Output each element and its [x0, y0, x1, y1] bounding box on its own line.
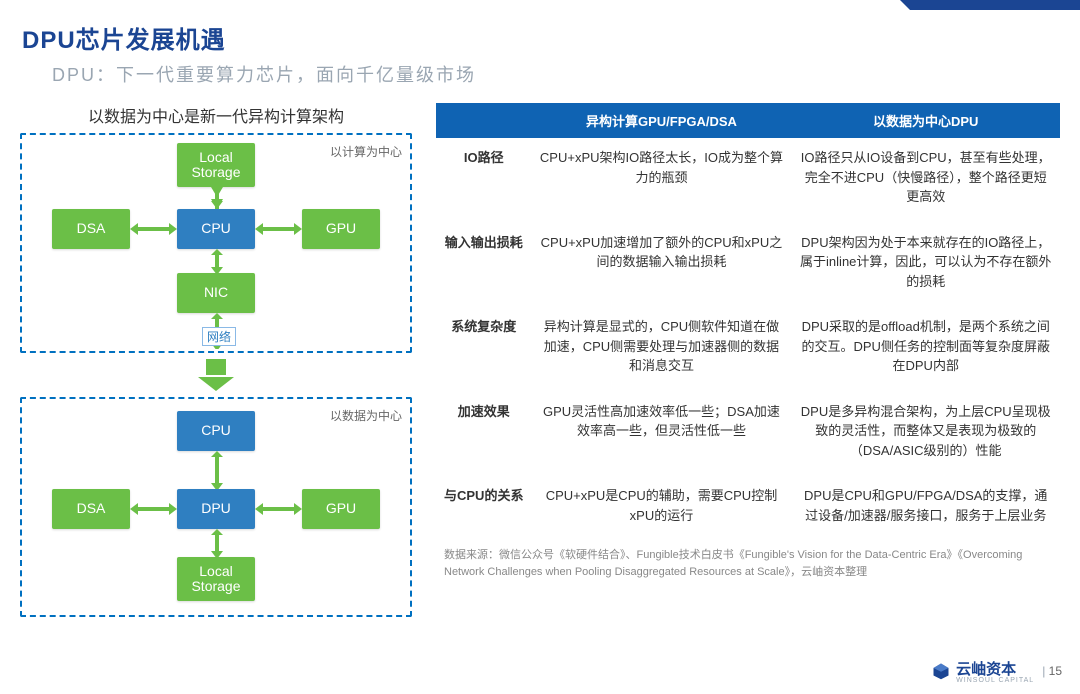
cell: GPU灵活性高加速效率低一些；DSA加速效率高一些，但灵活性低一些 — [531, 392, 791, 477]
cell: DPU是多异构混合架构，为上层CPU呈现极致的灵活性，而整体又是表现为极致的（D… — [791, 392, 1060, 477]
th-blank — [436, 103, 531, 138]
table-row: 系统复杂度 异构计算是显式的，CPU侧软件知道在做加速，CPU侧需要处理与加速器… — [436, 307, 1060, 392]
cell: CPU+xPU加速增加了额外的CPU和xPU之间的数据输入输出损耗 — [531, 223, 791, 308]
th-hetero: 异构计算GPU/FPGA/DSA — [531, 103, 791, 138]
node-local-storage: Local Storage — [177, 557, 255, 601]
logo-icon — [932, 662, 950, 680]
arrow-v-icon — [211, 249, 223, 273]
diagram-compute-centric: 以计算为中心 Local Storage CPU DSA GPU NIC 网络 — [20, 133, 412, 353]
arrow-h-icon — [255, 223, 302, 235]
transition-arrow-icon — [20, 359, 412, 391]
diagram-heading: 以数据为中心是新一代异构计算架构 — [20, 103, 412, 127]
cell: 异构计算是显式的，CPU侧软件知道在做加速，CPU侧需要处理与加速器侧的数据和消… — [531, 307, 791, 392]
row-label: 与CPU的关系 — [436, 476, 531, 541]
top-accent-bar — [900, 0, 1080, 10]
table-row: 加速效果 GPU灵活性高加速效率低一些；DSA加速效率高一些，但灵活性低一些 D… — [436, 392, 1060, 477]
th-dpu: 以数据为中心DPU — [791, 103, 1060, 138]
table-row: IO路径 CPU+xPU架构IO路径太长，IO成为整个算力的瓶颈 IO路径只从I… — [436, 138, 1060, 223]
node-dpu: DPU — [177, 489, 255, 529]
node-cpu: CPU — [177, 209, 255, 249]
network-label: 网络 — [202, 327, 236, 346]
node-gpu: GPU — [302, 489, 380, 529]
row-label: 输入输出损耗 — [436, 223, 531, 308]
page-title: DPU芯片发展机遇 — [22, 20, 1080, 55]
diagram-data-centric: 以数据为中心 CPU DSA DPU GPU Local Storage — [20, 397, 412, 617]
diagram-tag-data: 以数据为中心 — [330, 407, 402, 424]
node-dsa: DSA — [52, 209, 130, 249]
arrow-v-icon — [211, 451, 223, 489]
cell: IO路径只从IO设备到CPU，甚至有些处理，完全不进CPU（快慢路径），整个路径… — [791, 138, 1060, 223]
comparison-table: 异构计算GPU/FPGA/DSA 以数据为中心DPU IO路径 CPU+xPU架… — [436, 103, 1060, 541]
cell: DPU采取的是offload机制，是两个系统之间的交互。DPU侧任务的控制面等复… — [791, 307, 1060, 392]
arrow-h-icon — [130, 223, 177, 235]
node-dsa: DSA — [52, 489, 130, 529]
node-local-storage: Local Storage — [177, 143, 255, 187]
table-row: 输入输出损耗 CPU+xPU加速增加了额外的CPU和xPU之间的数据输入输出损耗… — [436, 223, 1060, 308]
diagram-column: 以数据为中心是新一代异构计算架构 以计算为中心 Local Storage CP… — [20, 103, 412, 623]
node-nic: NIC — [177, 273, 255, 313]
row-label: 加速效果 — [436, 392, 531, 477]
source-note: 数据来源：微信公众号《软硬件结合》、Fungible技术白皮书《Fungible… — [436, 541, 1060, 580]
table-row: 与CPU的关系 CPU+xPU是CPU的辅助，需要CPU控制xPU的运行 DPU… — [436, 476, 1060, 541]
arrow-h-icon — [130, 503, 177, 515]
arrow-v-icon — [211, 529, 223, 557]
header: DPU芯片发展机遇 DPU：下一代重要算力芯片，面向千亿量级市场 — [0, 0, 1080, 93]
node-gpu: GPU — [302, 209, 380, 249]
cell: CPU+xPU是CPU的辅助，需要CPU控制xPU的运行 — [531, 476, 791, 541]
arrow-h-icon — [255, 503, 302, 515]
cell: DPU架构因为处于本来就存在的IO路径上，属于inline计算，因此，可以认为不… — [791, 223, 1060, 308]
row-label: 系统复杂度 — [436, 307, 531, 392]
brand-name-en: WINSOUL CAPITAL — [956, 677, 1034, 684]
page-subtitle: DPU：下一代重要算力芯片，面向千亿量级市场 — [52, 61, 1080, 87]
diagram-tag-compute: 以计算为中心 — [330, 143, 402, 160]
row-label: IO路径 — [436, 138, 531, 223]
cell: DPU是CPU和GPU/FPGA/DSA的支撑，通过设备/加速器/服务接口，服务… — [791, 476, 1060, 541]
table-column: 异构计算GPU/FPGA/DSA 以数据为中心DPU IO路径 CPU+xPU架… — [412, 103, 1060, 623]
brand-name-cn: 云岫资本 — [956, 661, 1016, 678]
node-cpu: CPU — [177, 411, 255, 451]
footer: 云岫资本 WINSOUL CAPITAL 15 — [932, 658, 1062, 684]
page-number: 15 — [1042, 664, 1062, 678]
cell: CPU+xPU架构IO路径太长，IO成为整个算力的瓶颈 — [531, 138, 791, 223]
arrow-down-icon — [211, 187, 223, 209]
